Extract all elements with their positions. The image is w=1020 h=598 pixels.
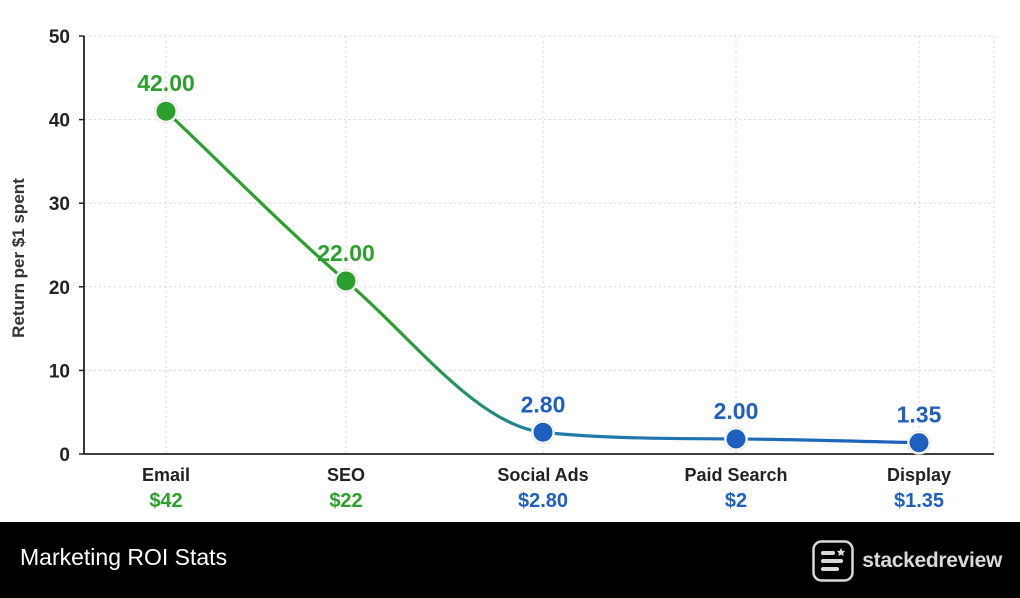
y-tick-label: 30 [49, 194, 70, 215]
category-value-label: $42 [149, 490, 182, 512]
data-labels: 42.00 22.00 2.80 2.00 1.35 [137, 70, 941, 427]
stacked-bars-star-icon [812, 540, 855, 582]
data-point [533, 422, 553, 442]
x-tick-label: Social Ads [497, 465, 588, 485]
brand-logo: stackedreview [812, 539, 1002, 583]
category-value-label: $2 [725, 490, 747, 512]
data-label: 1.35 [897, 402, 942, 428]
grid [84, 35, 995, 454]
category-value-label: $2.80 [518, 490, 568, 512]
data-label: 2.80 [521, 391, 566, 417]
x-tick-label: Display [887, 465, 951, 485]
footer-title: Marketing ROI Stats [20, 544, 228, 570]
series-line [164, 109, 921, 445]
brand-name: stackedreview [862, 549, 1002, 572]
y-tick-label: 40 [49, 111, 70, 132]
data-point [156, 101, 176, 121]
x-tick-label: Paid Search [684, 465, 787, 485]
x-tick-label: SEO [327, 465, 365, 485]
series-path [164, 109, 921, 445]
data-label: 2.00 [714, 398, 759, 424]
data-points [154, 99, 931, 455]
y-tick-label: 0 [59, 445, 70, 466]
y-tick-label: 20 [49, 278, 70, 299]
y-tick-label: 10 [49, 361, 70, 382]
data-point [726, 429, 746, 449]
category-value-label: $22 [329, 490, 362, 512]
data-point [909, 433, 929, 453]
data-point [336, 271, 356, 291]
axes: 0 10 20 30 40 50 Email $42 SEO $22 Social Ads $2.80… [49, 27, 994, 512]
data-label: 22.00 [317, 240, 375, 266]
x-tick-label: Email [142, 465, 190, 485]
y-axis-label: Return per $1 spent [9, 178, 28, 338]
data-label: 42.00 [137, 70, 195, 96]
footer-bar: Marketing ROI Stats stackedreview [0, 522, 1020, 598]
line-chart: 0 10 20 30 40 50 Email $42 SEO $22 Social Ads $2.80… [9, 27, 995, 512]
y-tick-label: 50 [49, 27, 70, 48]
category-value-label: $1.35 [894, 490, 944, 512]
